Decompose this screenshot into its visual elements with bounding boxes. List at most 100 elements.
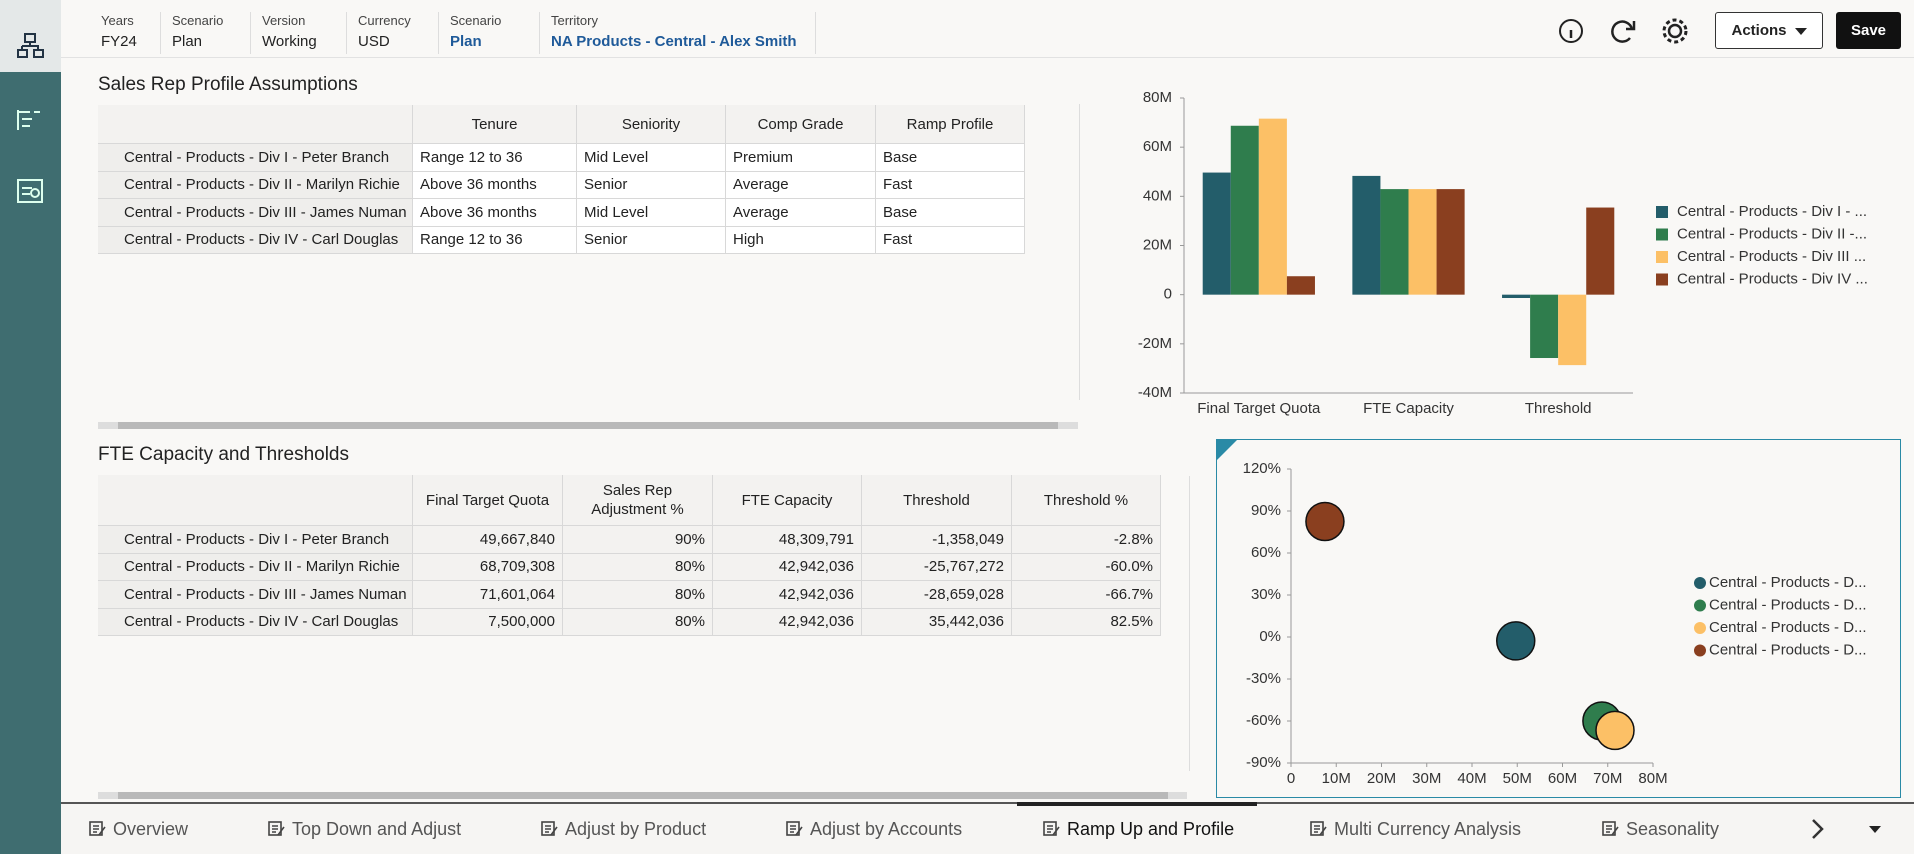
divider [1079,104,1080,400]
column-header: Tenure [413,105,577,144]
tab-icon [268,821,285,836]
column-header: Final Target Quota [413,475,563,526]
table-title: Sales Rep Profile Assumptions [98,74,358,95]
table-cell: 82.5% [1012,608,1161,636]
table-cell: Senior [577,226,726,254]
tab[interactable]: Adjust by Accounts [810,819,963,839]
legend-label: Central - Products - Div II -... [1677,225,1867,242]
bar [1202,172,1231,295]
row-header: Central - Products - Div IV - Carl Dougl… [98,608,413,636]
column-header: Threshold % [1012,475,1161,526]
tab-icon [1043,821,1060,836]
column-header: Ramp Profile [876,105,1025,144]
table-cell: Mid Level [577,199,726,227]
scrollbar[interactable] [98,422,1078,429]
filter-value: USD [358,33,390,50]
save-button[interactable]: Save [1836,12,1901,49]
bar [1230,125,1259,295]
x-tick-label: 0 [1287,770,1295,787]
y-tick-label: -60% [1246,712,1281,729]
x-tick-label: Final Target Quota [1197,400,1321,417]
legend-marker [1694,622,1706,634]
bar [1258,118,1287,295]
y-tick-label: 40M [1143,187,1172,204]
top-bar [61,0,1914,58]
x-tick-label: 70M [1593,770,1622,787]
table-cell: 80% [563,608,713,636]
legend-label: Central - Products - D... [1709,641,1867,658]
panel-corner [1217,440,1237,460]
filter-value[interactable]: Plan [450,33,482,50]
table-cell: 71,601,064 [413,581,563,609]
y-tick-label: 120% [1243,460,1281,477]
table-cell: -1,358,049 [862,526,1012,554]
caret [1794,27,1807,35]
legend-marker [1694,644,1706,657]
y-tick-label: 60M [1143,138,1172,155]
tab[interactable]: Seasonality [1626,819,1720,839]
table-cell: 42,942,036 [713,608,862,636]
table-cell: 35,442,036 [862,608,1012,636]
table-cell: -60.0% [1012,553,1161,581]
tab[interactable]: Multi Currency Analysis [1334,819,1522,839]
tab-nav[interactable] [1800,812,1900,846]
y-tick-label: -90% [1246,754,1281,771]
table-cell: 49,667,840 [413,526,563,554]
row-header: Central - Products - Div I - Peter Branc… [98,526,413,554]
filter-value: Plan [172,33,203,50]
corner-cell [98,475,413,526]
legend-swatch [1656,273,1668,286]
legend-label: Central - Products - Div I - ... [1677,203,1867,220]
bar [1558,294,1587,366]
x-tick-label: 20M [1367,770,1396,787]
column-header: Comp Grade [726,105,876,144]
tab[interactable]: Ramp Up and Profile [1067,819,1235,839]
nav-icons[interactable] [0,100,61,220]
filter-label: Territory [551,13,598,28]
tab[interactable]: Adjust by Product [565,819,707,839]
icon [17,33,44,58]
table-cell: 42,942,036 [713,553,862,581]
bar [1530,294,1559,359]
filter-value: Working [262,33,317,50]
y-tick-label: 0% [1259,628,1281,645]
table-cell: Range 12 to 36 [413,144,577,172]
chart-panel[interactable] [1216,439,1901,798]
tab-icon [1602,821,1619,836]
filter-label: Version [262,13,306,28]
table-cell: 80% [563,581,713,609]
y-tick-label: 0 [1164,286,1172,303]
y-tick-label: 30% [1251,586,1281,603]
x-tick-label: 80M [1638,770,1667,787]
table-cell: -2.8% [1012,526,1161,554]
table-cell: Base [876,144,1025,172]
y-tick-label: -20M [1138,335,1172,352]
filter-value[interactable]: NA Products - Central - Alex Smith [551,33,797,50]
table-cell: 68,709,308 [413,553,563,581]
filter-divider [160,12,161,54]
row-header: Central - Products - Div III - James Num… [98,581,413,609]
y-tick-label: -30% [1246,670,1281,687]
toolbar-icons[interactable] [1550,12,1700,52]
scrollbar[interactable] [98,792,1187,799]
divider [1189,476,1190,771]
bar [1380,189,1409,295]
tab[interactable]: Overview [113,819,189,839]
legend-label: Central - Products - Div IV ... [1677,270,1868,287]
column-header: Threshold [862,475,1012,526]
table-cell: Fast [876,226,1025,254]
filter-label: Years [101,13,134,28]
x-tick-label: 10M [1322,770,1351,787]
row-header: Central - Products - Div IV - Carl Dougl… [98,226,413,254]
tab-icon [89,821,106,836]
tab[interactable]: Top Down and Adjust [292,819,462,839]
legend-swatch [1656,251,1668,263]
bar [1286,276,1315,295]
table-cell: Above 36 months [413,171,577,199]
nav-home[interactable] [0,0,61,72]
actions-button[interactable]: Actions [1715,12,1823,49]
x-tick-label: 60M [1548,770,1577,787]
y-tick-label: 90% [1251,502,1281,519]
